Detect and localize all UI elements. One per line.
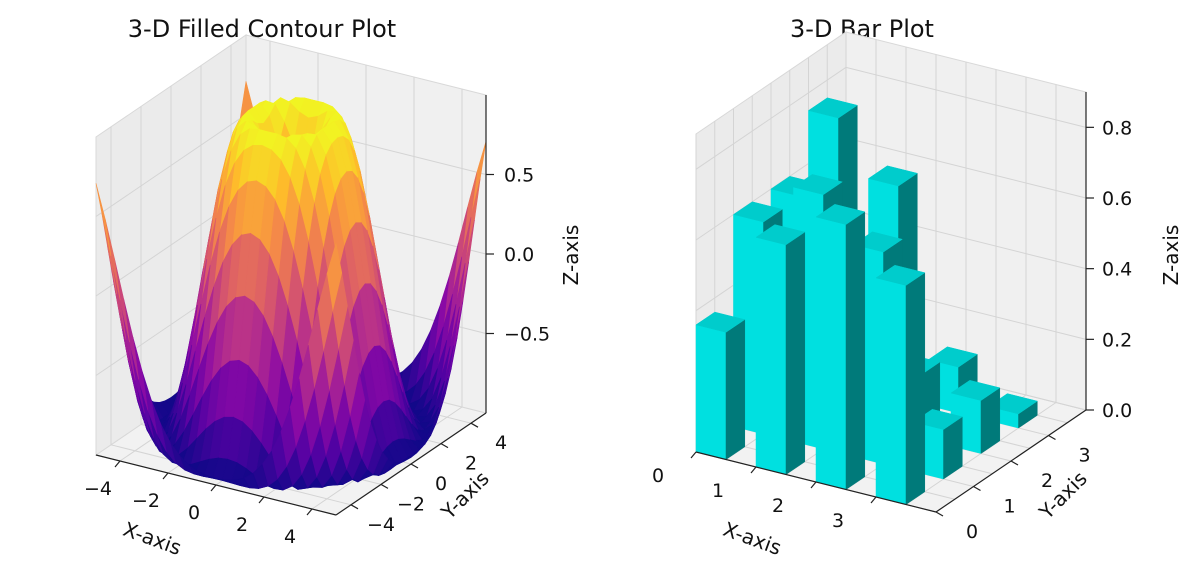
surface-x-tick-mark (258, 496, 265, 504)
surface-z-tick-label: 0.5 (504, 165, 534, 187)
bar-z-gridline (695, 66, 847, 170)
surface-x-tick-mark (114, 460, 121, 468)
bar-x-tick-label: 0 (652, 465, 664, 487)
bar-top-face (815, 204, 866, 225)
bar-top-face (987, 393, 1038, 415)
bar-z-tick-label: 0.0 (1102, 400, 1132, 422)
surface-plot: 3-D Filled Contour Plot −4−2024−4−20240.… (84, 15, 583, 560)
bar-front-face (695, 324, 727, 460)
bar-z-tick-label: 0.4 (1102, 259, 1132, 281)
bar (695, 311, 746, 460)
surface-x-tick-label: −2 (132, 490, 160, 512)
bar-y-tick-mark (973, 485, 981, 492)
bar-top-face (912, 409, 963, 430)
bar-y-tick-mark (935, 511, 944, 517)
bar (815, 204, 866, 490)
bar-x-tick-mark (810, 481, 817, 489)
surface-y-tick-mark (380, 483, 389, 489)
bar-x-tick-label: 1 (712, 480, 724, 502)
bar-x-tick-label: 2 (772, 495, 784, 517)
surface-mesh (95, 81, 487, 491)
bar-top-face (867, 165, 918, 187)
bar-y-tick-label: 1 (1003, 496, 1015, 518)
surface-x-tick-label: 0 (188, 502, 200, 524)
surface-y-tick-mark (350, 504, 359, 510)
bar-x-tick-mark (750, 466, 757, 474)
bar-x-axis-label: X-axis (720, 517, 785, 560)
surface-z-tick-label: 0.0 (504, 244, 534, 266)
bar (755, 224, 806, 475)
bar-z-axis-label: Z-axis (1159, 225, 1183, 286)
surface-y-tick-label: 0 (435, 473, 447, 495)
bar-top-face (875, 264, 926, 286)
surface-z-axis-label: Z-axis (559, 225, 583, 286)
surface-y-tick-mark (410, 463, 419, 469)
surface-y-tick-mark (470, 422, 479, 428)
bar-z-tick-label: 0.6 (1102, 188, 1132, 210)
bar (987, 393, 1038, 429)
surface-x-axis-label: X-axis (120, 517, 185, 560)
surface-y-tick-label: −2 (397, 493, 425, 515)
bar-z-tick-label: 0.2 (1102, 329, 1132, 351)
surface-x-tick-mark (306, 508, 313, 516)
surface-z-tick-label: −0.5 (504, 324, 550, 346)
surface-y-tick-mark (440, 443, 449, 449)
bar-top-face (755, 224, 806, 246)
bar-z-gridline (845, 66, 1087, 128)
surface-plot-title: 3-D Filled Contour Plot (128, 15, 396, 43)
surface-patch (95, 183, 112, 257)
bar-side-face (785, 231, 806, 475)
surface-x-tick-label: −4 (84, 478, 112, 500)
bar-y-tick-label: 0 (966, 521, 978, 543)
surface-z-gridline (95, 114, 247, 217)
bar-x-tick-mark (690, 451, 697, 459)
bar-top-face (852, 231, 903, 253)
bar-z-gridline (845, 137, 1087, 199)
bar-y-tick-mark (1010, 460, 1019, 466)
bar-side-face (845, 211, 866, 490)
bar-front-face (875, 277, 907, 505)
surface-x-tick-label: 2 (236, 514, 248, 536)
bar-x-tick-label: 3 (832, 510, 844, 532)
bar-y-tick-mark (1048, 434, 1056, 441)
bar-top-face (950, 380, 1001, 401)
bar-side-face (725, 319, 746, 460)
surface-x-tick-label: 4 (284, 526, 296, 548)
surface-x-tick-mark (162, 472, 169, 480)
surface-y-tick-label: 2 (465, 453, 477, 475)
bar-side-face (905, 272, 926, 505)
bar-top-face (732, 201, 783, 223)
bar-top-face (807, 97, 858, 119)
bar-x-tick-mark (870, 496, 877, 504)
bar-front-face (815, 216, 847, 490)
bar-top-face (695, 311, 746, 333)
bar (875, 264, 926, 505)
bar-y-tick-label: 2 (1041, 470, 1053, 492)
bar-y-tick-label: 3 (1078, 445, 1090, 467)
bar-top-face (792, 174, 843, 195)
bar-front-face (755, 236, 787, 475)
surface-y-tick-label: −4 (367, 514, 395, 536)
surface-x-tick-mark (210, 484, 217, 492)
bar-top-face (927, 346, 978, 368)
bar-z-tick-label: 0.8 (1102, 117, 1132, 139)
bar-group (695, 97, 1038, 505)
surface-y-tick-label: 4 (495, 432, 507, 454)
